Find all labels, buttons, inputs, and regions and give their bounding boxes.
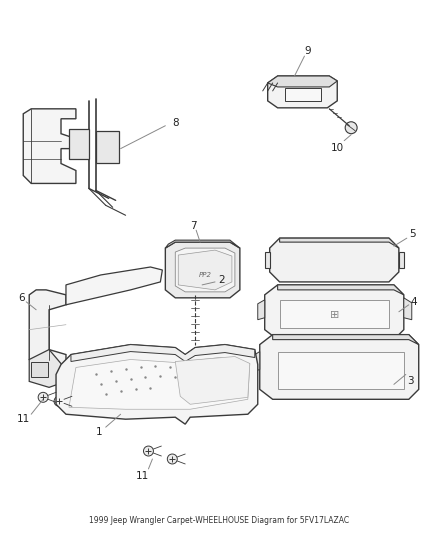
Polygon shape <box>69 358 250 409</box>
Polygon shape <box>265 285 404 340</box>
Polygon shape <box>285 88 321 101</box>
Text: PP2: PP2 <box>198 272 212 278</box>
Polygon shape <box>29 350 66 387</box>
Circle shape <box>77 136 81 140</box>
Text: 5: 5 <box>410 229 416 239</box>
Circle shape <box>192 285 198 291</box>
Text: 1999 Jeep Wrangler Carpet-WHEELHOUSE Diagram for 5FV17LAZAC: 1999 Jeep Wrangler Carpet-WHEELHOUSE Dia… <box>89 516 349 525</box>
Polygon shape <box>279 238 399 248</box>
Polygon shape <box>175 357 250 404</box>
Polygon shape <box>268 76 337 87</box>
Circle shape <box>74 146 84 156</box>
Text: 6: 6 <box>18 293 25 303</box>
Text: 9: 9 <box>304 46 311 56</box>
Polygon shape <box>260 335 419 399</box>
Polygon shape <box>178 250 232 290</box>
Polygon shape <box>404 298 412 320</box>
Polygon shape <box>258 300 265 320</box>
Circle shape <box>144 446 153 456</box>
Polygon shape <box>399 252 404 268</box>
Polygon shape <box>165 240 240 248</box>
Polygon shape <box>69 129 89 158</box>
Text: 8: 8 <box>172 118 179 128</box>
Polygon shape <box>268 76 337 108</box>
Polygon shape <box>270 238 399 282</box>
Polygon shape <box>96 131 119 163</box>
Text: ⊞: ⊞ <box>329 310 339 320</box>
Polygon shape <box>29 290 66 369</box>
Text: 3: 3 <box>407 376 414 386</box>
Polygon shape <box>31 362 48 377</box>
Polygon shape <box>252 352 260 373</box>
Text: 4: 4 <box>410 297 417 307</box>
Text: 2: 2 <box>219 275 225 285</box>
Circle shape <box>188 281 202 295</box>
Circle shape <box>54 397 64 406</box>
Circle shape <box>103 136 113 146</box>
Text: 7: 7 <box>190 221 197 231</box>
Polygon shape <box>175 248 235 292</box>
Circle shape <box>167 454 177 464</box>
Polygon shape <box>66 267 162 305</box>
Circle shape <box>345 122 357 134</box>
Circle shape <box>106 139 110 143</box>
Polygon shape <box>278 285 404 295</box>
Circle shape <box>106 151 110 156</box>
Circle shape <box>327 360 351 383</box>
Polygon shape <box>273 335 419 345</box>
Text: 10: 10 <box>331 143 344 152</box>
Circle shape <box>38 392 48 402</box>
Polygon shape <box>71 345 255 361</box>
Polygon shape <box>265 252 270 268</box>
Text: 1: 1 <box>95 427 102 437</box>
Circle shape <box>103 149 113 158</box>
Polygon shape <box>278 352 404 389</box>
Circle shape <box>77 149 81 152</box>
Circle shape <box>74 133 84 143</box>
Polygon shape <box>279 300 389 328</box>
Polygon shape <box>23 109 76 183</box>
Text: 11: 11 <box>136 471 149 481</box>
Polygon shape <box>56 345 258 424</box>
Text: 11: 11 <box>17 414 30 424</box>
Polygon shape <box>165 242 240 298</box>
